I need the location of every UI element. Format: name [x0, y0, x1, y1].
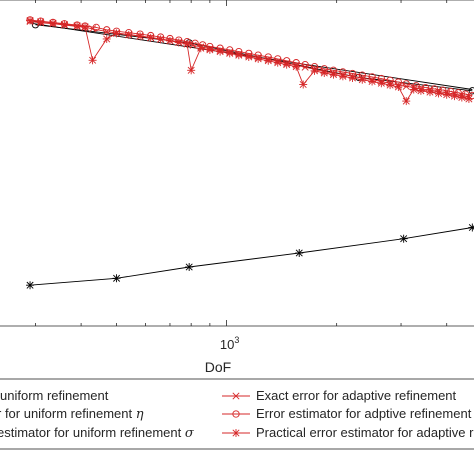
legend-label-exact-uniform: uniform refinement [0, 388, 109, 403]
series-2-point-6 [88, 56, 97, 65]
series-2-line [29, 20, 469, 102]
series-1-point-16 [191, 39, 199, 47]
series-2-point-45 [450, 92, 459, 101]
legend-label-estimator-adaptive: Error estimator for adptive refinement [256, 406, 472, 421]
series-2-point-5 [81, 22, 90, 31]
series-5-point-1 [112, 274, 121, 283]
series-5-line [29, 227, 473, 286]
legend-symbol-eta: η [136, 407, 144, 422]
legend-label-exact-adaptive: Exact error for adaptive refinement [256, 388, 457, 403]
series-5-point-5 [468, 223, 474, 232]
series-2-point-34 [358, 75, 367, 84]
series-5-point-4 [399, 234, 408, 243]
series-0-point-6-b [89, 25, 97, 33]
series-2-point-12 [156, 35, 165, 44]
series-2 [26, 16, 473, 106]
series-2-point-30 [320, 68, 329, 77]
series-2-point-23 [254, 54, 263, 63]
x-tick-base: 10 [220, 337, 234, 352]
x-tick-label: 103 [220, 335, 239, 352]
series-2-point-38 [394, 82, 403, 91]
series-2-point-21 [234, 51, 243, 60]
series-2-point-46 [457, 93, 466, 102]
series-2-point-41 [416, 86, 425, 95]
series-2-point-10 [136, 32, 145, 41]
series-2-point-33 [348, 73, 357, 82]
series-2-point-4 [73, 21, 82, 30]
series-2-point-24 [264, 56, 273, 65]
series-2-point-19 [216, 47, 225, 56]
legend-sample-marker-1 [232, 410, 240, 418]
series-2-point-11 [146, 33, 155, 42]
series-2-point-8 [112, 29, 121, 38]
series-2-point-43 [434, 89, 443, 98]
legend-sample-practical-adaptive [222, 429, 250, 437]
series-2-point-42 [425, 88, 434, 97]
series-0-point-7-b [103, 28, 111, 36]
legend-label-practical-adaptive: Practical error estimator for adaptive r… [256, 425, 474, 440]
series-2-point-35 [368, 77, 377, 86]
series-5-point-2 [185, 262, 194, 271]
series-2-point-29 [310, 66, 319, 75]
series-1-point-41 [421, 83, 430, 92]
series-2-point-44 [442, 90, 451, 99]
series-2-point-17 [196, 44, 205, 53]
series-2-point-1 [36, 17, 45, 26]
series-2-point-36 [377, 79, 386, 88]
series-5-point-3 [295, 249, 304, 258]
series-2-point-31 [329, 70, 338, 79]
legend-sample-exact-adaptive [222, 392, 250, 400]
x-ticks [35, 0, 448, 326]
series-1-point-40 [412, 82, 420, 90]
series-2-point-32 [338, 72, 347, 81]
series-5 [26, 223, 474, 290]
series-1-line [29, 19, 473, 96]
series-2-point-25 [273, 58, 282, 67]
legend-sample-estimator-adaptive [222, 410, 250, 418]
legend-label-estimator-uniform: r for uniform refinement η [0, 406, 144, 422]
series-2-point-20 [225, 49, 234, 58]
series-2-point-47 [464, 94, 473, 103]
axes-layer [0, 0, 474, 327]
series-2-point-14 [174, 38, 183, 47]
series-2-point-18 [205, 45, 214, 54]
series-2-point-16 [187, 66, 196, 75]
series-layer [26, 16, 474, 290]
legend: uniform refinement r for uniform refinem… [0, 378, 474, 450]
series-2-point-0 [26, 16, 35, 25]
series-1-point-43 [439, 86, 447, 94]
series-1-point-28 [301, 61, 309, 69]
legend-left-column: uniform refinement r for uniform refinem… [0, 388, 195, 441]
series-2-point-15 [183, 40, 192, 49]
series-5-point-0 [26, 281, 35, 290]
series-1 [26, 16, 474, 100]
series-1-point-7 [103, 26, 111, 34]
legend-sample-marker-2 [232, 429, 240, 437]
series-2-point-40 [409, 85, 418, 94]
series-1-point-6 [92, 23, 100, 32]
legend-symbol-sigma: σ [185, 426, 195, 441]
series-2-point-37 [386, 81, 395, 90]
series-2-point-22 [244, 53, 253, 62]
x-tick-exponent: 3 [234, 335, 239, 345]
series-2-point-28 [299, 80, 308, 89]
series-2-point-27 [292, 62, 301, 71]
legend-sample-marker-0-b [232, 392, 240, 400]
series-2-point-13 [165, 36, 174, 45]
legend-right-column: Exact error for adaptive refinement Erro… [222, 388, 474, 440]
series-1-point-39 [402, 80, 410, 88]
legend-label-practical-uniform: estimator for uniform refinement σ [0, 425, 195, 441]
series-2-point-9 [124, 30, 133, 39]
legend-sample-marker-0 [232, 392, 240, 400]
series-1-point-42 [430, 85, 438, 93]
series-2-point-2 [48, 19, 57, 28]
series-2-point-3 [60, 20, 69, 29]
x-axis-label: DoF [205, 359, 231, 375]
series-2-point-7 [102, 34, 111, 43]
series-2-point-26 [282, 60, 291, 69]
series-2-point-39 [402, 97, 411, 106]
